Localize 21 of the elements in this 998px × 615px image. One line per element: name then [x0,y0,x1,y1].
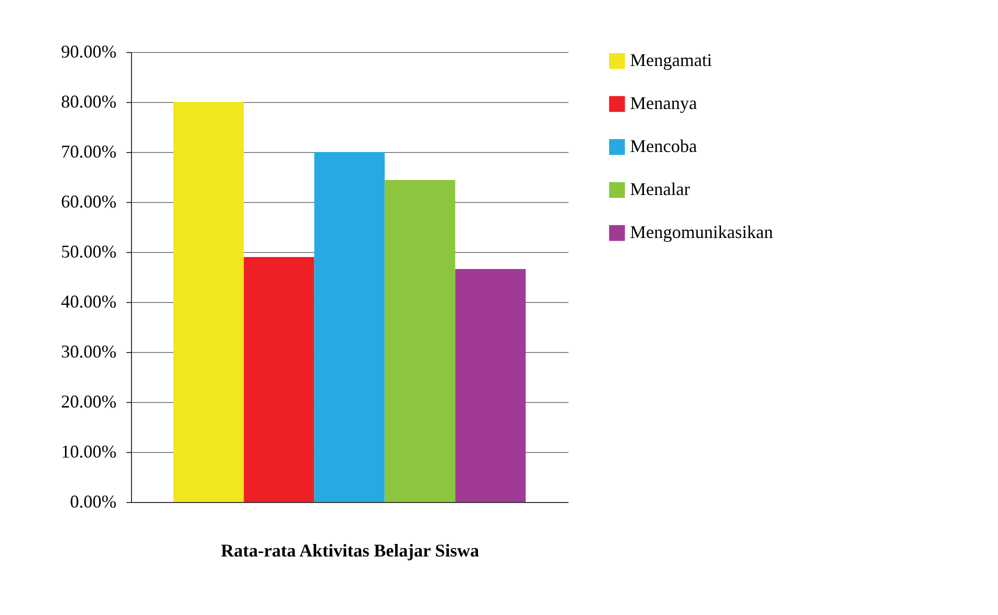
legend-label: Mengomunikasikan [630,222,773,242]
legend-label: Menalar [630,179,690,199]
y-tick-label: 40.00% [61,292,116,312]
bar [455,269,526,502]
y-tick-label: 60.00% [61,192,116,212]
y-tick-label: 80.00% [61,92,116,112]
y-tick-label: 70.00% [61,142,116,162]
legend-label: Menanya [630,93,697,113]
bar [384,180,456,502]
y-tick-label: 10.00% [61,442,116,462]
bar [314,152,385,502]
bar [173,102,244,502]
y-tick-label: 90.00% [61,42,116,62]
y-tick-label: 30.00% [61,342,116,362]
y-tick-label: 20.00% [61,392,116,412]
legend-label: Mengamati [630,50,712,70]
y-tick-label: 50.00% [61,242,116,262]
bar [244,257,314,502]
x-axis-title: Rata-rata Aktivitas Belajar Siswa [220,540,480,560]
y-tick-label: 0.00% [70,492,116,512]
legend-label: Mencoba [630,136,697,156]
